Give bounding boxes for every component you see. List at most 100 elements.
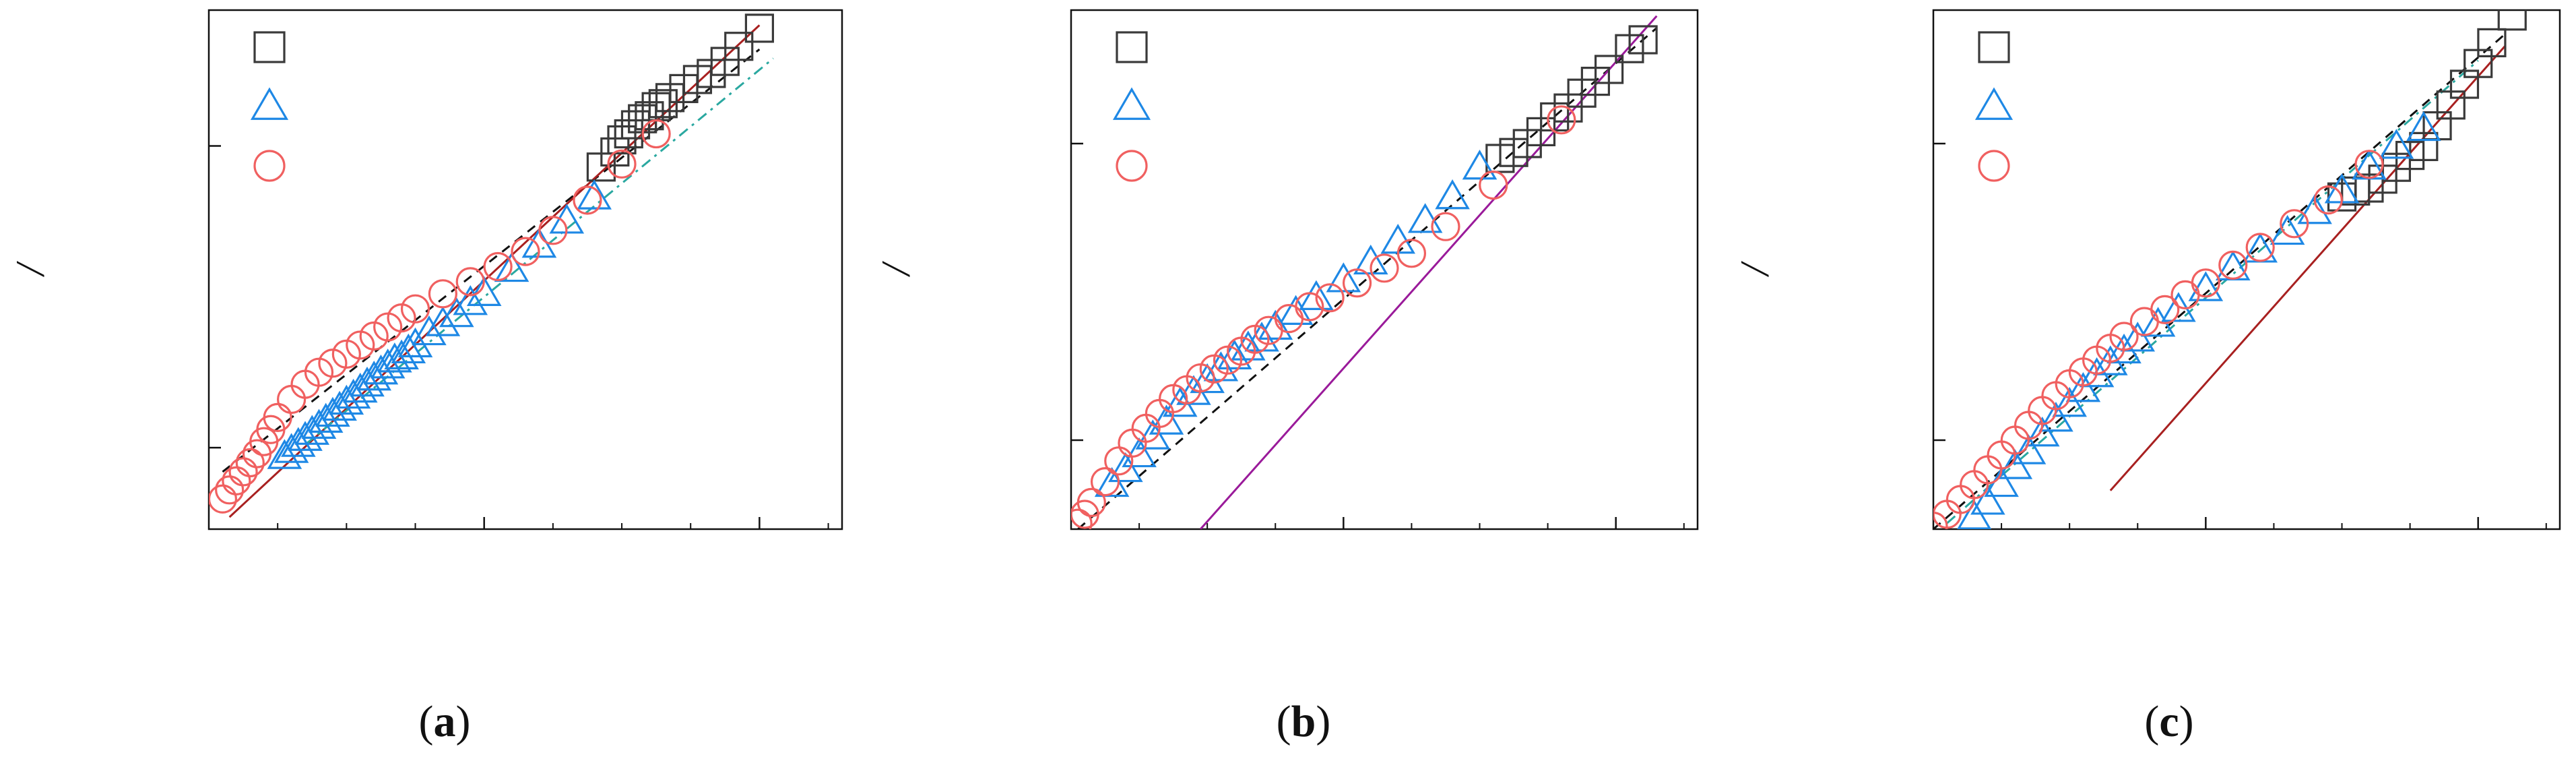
data-point-triangle [294,415,330,445]
legend-marker-circle [1978,150,2010,182]
data-point-triangle [2406,111,2441,142]
data-point-circle [215,475,245,505]
data-point-triangle [2052,387,2087,417]
data-point-circle [1071,508,1093,529]
data-point-triangle [1094,466,1130,497]
data-point-circle [511,237,540,266]
data-point-triangle [2120,322,2156,352]
data-point-circle [2191,268,2220,298]
chart-panel-b: / (b) [874,9,1699,746]
data-point-square [648,89,678,119]
fit-line-dashdot [1946,59,2479,524]
data-point-triangle [453,285,488,315]
data-point-circle [1342,268,1372,298]
legend-marker-circle [253,150,286,182]
data-point-circle [2109,322,2139,351]
data-point-circle [607,149,637,179]
data-point-triangle [267,439,302,469]
data-point-circle [2150,295,2180,324]
data-point-square [2497,10,2527,31]
data-point-circle [277,384,307,415]
data-point-circle [1933,512,1948,529]
data-point-triangle [273,433,309,463]
data-point-triangle [2297,194,2332,224]
data-point-triangle [377,342,412,373]
data-point-circle [1090,466,1120,497]
chart-panel-c: / (c) [1733,9,2561,746]
data-point-triangle [577,179,612,210]
data-point-circle [428,279,457,309]
data-point-triangle [322,390,357,421]
data-point-triangle [1326,262,1361,293]
data-point-circle [1076,487,1106,518]
data-point-circle [538,216,568,245]
data-point-circle [1315,283,1345,313]
data-point-circle [2280,209,2309,239]
data-point-triangle [281,427,316,457]
data-point-triangle [1122,437,1157,468]
legend [1112,31,1151,182]
series-triangle [1957,111,2441,529]
fit-line-dashed [222,49,761,473]
data-point-triangle [2024,417,2060,447]
data-point-triangle [1970,485,2005,515]
data-point-triangle [350,366,385,397]
data-point-triangle [315,396,350,427]
data-point-triangle [2011,434,2047,464]
data-point-circle [2218,250,2248,280]
data-point-square [1594,55,1624,84]
data-point-triangle [466,276,502,306]
data-point-triangle [1190,363,1225,394]
data-point-circle [641,119,671,149]
data-point-circle [2245,233,2275,262]
panel-label: (b) [1277,697,1331,746]
legend-marker-square [1978,31,2010,63]
data-point-circle [235,448,265,478]
data-point-circle [1479,171,1508,200]
data-point-triangle [2093,345,2128,375]
data-point-triangle [1231,330,1266,361]
data-point-triangle [412,315,447,346]
data-point-triangle [308,402,344,433]
data-point-circle [483,251,513,282]
data-point-triangle [397,327,433,358]
data-point-triangle [2379,129,2414,159]
legend-marker-circle [1116,150,1148,182]
data-point-circle [1973,455,2003,485]
legend [250,31,289,182]
data-point-circle [573,185,602,215]
y-axis-label: / [874,260,918,277]
data-point-triangle [2269,214,2305,245]
data-point-triangle [391,333,426,364]
data-point-triangle [384,339,419,369]
legend-marker-square [1116,31,1148,63]
data-point-square [2477,28,2507,58]
data-point-triangle [1149,404,1184,435]
data-point-square [1628,25,1658,55]
legend-marker-triangle [1112,87,1151,120]
data-point-triangle [2038,402,2073,432]
data-point-square [724,32,754,61]
chart-panel-a: / (a) [8,9,843,746]
legend [1974,31,2014,182]
data-point-circle [1945,485,1976,514]
data-point-triangle [1957,499,1992,529]
data-point-circle [2313,185,2343,215]
data-point-circle [222,466,251,495]
data-point-triangle [1135,419,1171,450]
data-point-circle [209,484,238,514]
data-point-triangle [301,408,337,439]
data-point-circle [1295,292,1324,322]
plot-frame [1070,9,1699,530]
fit-line-solid [228,24,761,518]
data-point-triangle [343,372,378,403]
data-point-circle [400,294,430,324]
data-point-triangle [2188,271,2224,301]
data-point-triangle [1353,244,1388,275]
data-point-circle [1396,239,1427,268]
data-point-triangle [2065,372,2101,402]
panel-label: (a) [419,697,471,746]
legend-marker-triangle [1974,87,2014,120]
data-point-triangle [1299,280,1334,310]
